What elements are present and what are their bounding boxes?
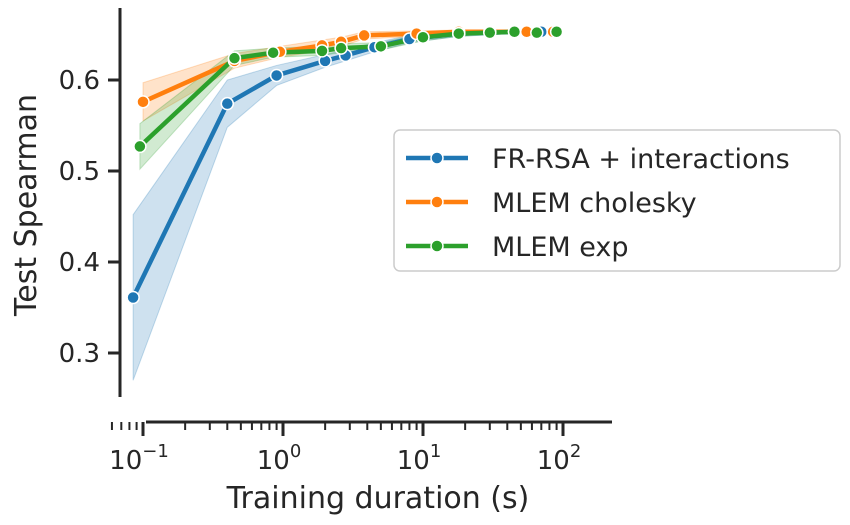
y-tick-label: 0.4 bbox=[59, 248, 100, 278]
legend-marker bbox=[430, 195, 444, 209]
data-point bbox=[483, 25, 497, 40]
y-axis-label: Test Spearman bbox=[9, 94, 44, 317]
x-tick-label: 100 bbox=[257, 441, 302, 476]
x-tick-label: 101 bbox=[397, 441, 442, 476]
data-point bbox=[315, 44, 329, 58]
legend-label: MLEM exp bbox=[492, 232, 629, 263]
axes: 0.3 0.4 0.5 0.6 10−1 100 101 102 Test Spearman… bbox=[9, 8, 612, 516]
x-tick-label: 10−1 bbox=[109, 441, 169, 476]
data-point bbox=[416, 30, 430, 44]
data-point bbox=[374, 39, 388, 54]
data-point bbox=[269, 68, 284, 83]
data-point bbox=[451, 26, 466, 41]
y-tick-label: 0.3 bbox=[59, 339, 100, 369]
data-point bbox=[227, 51, 242, 65]
y-tick-label: 0.5 bbox=[59, 157, 100, 187]
y-tick-label: 0.6 bbox=[59, 66, 100, 96]
data-point bbox=[266, 45, 280, 60]
series-points bbox=[126, 25, 564, 305]
x-tick-label: 102 bbox=[537, 441, 582, 476]
data-point bbox=[357, 28, 371, 43]
data-point bbox=[126, 290, 140, 305]
data-point bbox=[507, 25, 522, 39]
data-point bbox=[136, 95, 150, 109]
legend-label: MLEM cholesky bbox=[492, 188, 697, 219]
legend-marker bbox=[430, 151, 444, 165]
legend-frame bbox=[393, 129, 841, 272]
data-point bbox=[530, 25, 544, 40]
data-point bbox=[334, 41, 348, 55]
data-point bbox=[220, 96, 235, 111]
legend-label: FR-RSA + interactions bbox=[492, 144, 790, 175]
legend: FR-RSA + interactions MLEM cholesky MLEM e… bbox=[393, 129, 841, 272]
legend-marker bbox=[430, 239, 444, 253]
data-point bbox=[549, 25, 564, 39]
x-axis-label: Training duration (s) bbox=[226, 481, 530, 516]
data-point bbox=[133, 139, 147, 154]
